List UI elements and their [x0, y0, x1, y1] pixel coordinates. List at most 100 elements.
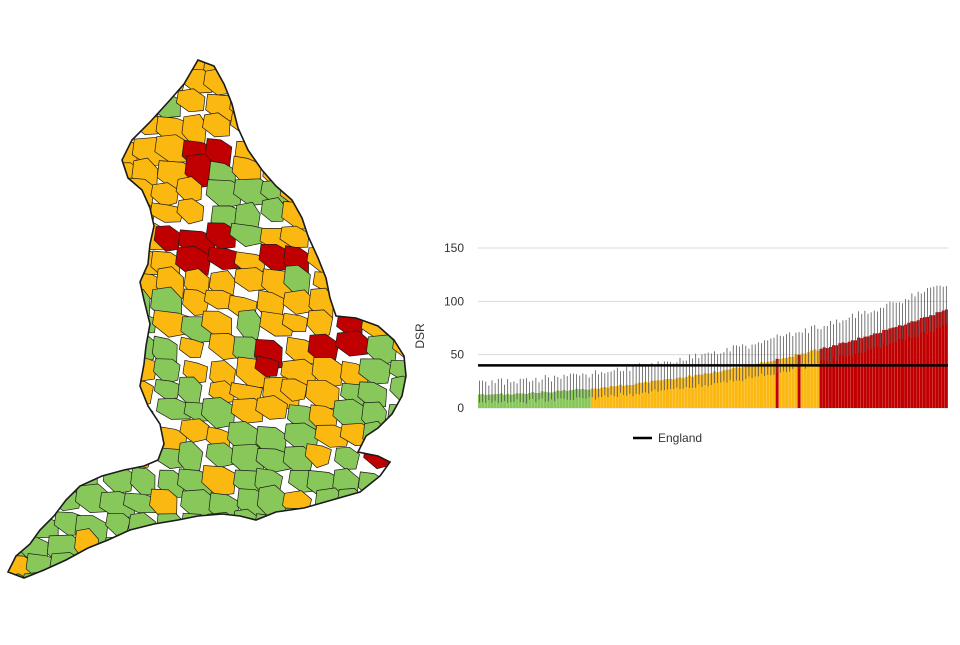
- map-region-345: [123, 492, 159, 514]
- map-region-44: [260, 94, 288, 123]
- map-region-59: [202, 112, 231, 138]
- map-region-278: [156, 397, 191, 420]
- map-region-47: [332, 92, 364, 124]
- bar-79: [725, 369, 729, 408]
- bar-104: [803, 353, 807, 408]
- map-region-357: [8, 509, 30, 534]
- map-region-49: [383, 93, 406, 114]
- bar-100: [791, 356, 795, 408]
- map-region-157: [105, 250, 136, 273]
- map-region-138: [49, 225, 80, 255]
- map-region-50: [411, 93, 420, 118]
- map-region-71: [71, 136, 98, 164]
- chart-svg: 0 50 100 150 DSR England: [413, 241, 948, 445]
- map-region-276: [100, 397, 135, 425]
- map-region-120: [27, 204, 67, 230]
- map-region-323: [8, 471, 37, 504]
- map-region-416: [210, 574, 240, 578]
- map-region-404: [333, 553, 361, 578]
- map-region-369: [312, 512, 347, 541]
- bar-105: [807, 352, 810, 408]
- map-region-238: [8, 358, 36, 386]
- bar-57: [656, 380, 660, 408]
- map-region-192: [125, 289, 151, 320]
- bar-51: [637, 382, 641, 408]
- map-region-136: [8, 223, 33, 249]
- map-region-68: [8, 136, 25, 168]
- bar-73: [706, 373, 710, 408]
- bar-110: [822, 347, 826, 408]
- map-region-340: [8, 488, 25, 522]
- map-region-255: [8, 378, 33, 408]
- map-region-293: [104, 425, 142, 448]
- map-region-173: [70, 273, 105, 302]
- map-region-122: [78, 203, 105, 227]
- bar-99: [788, 356, 792, 408]
- bar-115: [838, 343, 842, 408]
- bar-87: [750, 365, 754, 408]
- map-region-123: [98, 204, 129, 231]
- bar-145: [932, 315, 936, 408]
- map-region-261: [153, 379, 181, 400]
- map-region-137: [19, 224, 54, 251]
- map-region-200: [336, 286, 367, 318]
- map-region-167: [361, 246, 399, 279]
- bar-109: [819, 348, 823, 408]
- map-region-81: [335, 133, 368, 164]
- bar-31: [575, 388, 579, 408]
- map-region-355: [390, 492, 406, 520]
- map-region-381: [180, 536, 209, 570]
- map-region-126: [176, 198, 205, 225]
- bar-127: [875, 333, 879, 408]
- map-region-97: [305, 155, 333, 188]
- bar-143: [926, 316, 930, 408]
- bar-48: [628, 385, 632, 408]
- map-region-156: [80, 248, 111, 275]
- bar-113: [832, 345, 836, 408]
- map-region-18: [19, 74, 54, 104]
- map-region-402: [287, 552, 317, 578]
- map-region-106: [104, 180, 137, 208]
- map-region-108: [150, 182, 180, 208]
- map-region-383: [233, 530, 267, 564]
- map-region-144: [205, 222, 237, 250]
- map-region-14: [358, 60, 395, 69]
- map-region-11: [283, 60, 320, 79]
- bar-83: [738, 367, 742, 408]
- map-region-351: [282, 490, 312, 518]
- map-region-88: [77, 156, 113, 182]
- dsr-bar-chart: 0 50 100 150 DSR England: [400, 220, 960, 460]
- map-region-66: [390, 112, 406, 144]
- map-region-118: [409, 182, 420, 203]
- map-region-188: [20, 290, 50, 321]
- map-region-380: [149, 528, 184, 557]
- bar-128: [879, 332, 883, 408]
- map-region-114: [313, 182, 339, 211]
- bar-130: [885, 329, 889, 408]
- map-region-187: [8, 289, 23, 316]
- bar-66: [684, 377, 688, 408]
- map-regions: [8, 60, 420, 595]
- map-region-17: [8, 67, 29, 94]
- map-region-4: [102, 60, 129, 80]
- map-region-239: [27, 357, 61, 387]
- map-region-339: [419, 465, 420, 489]
- map-region-105: [78, 182, 105, 208]
- bar-146: [935, 312, 939, 408]
- map-region-38: [102, 94, 128, 121]
- bar-68: [691, 376, 695, 408]
- bar-3: [487, 394, 491, 408]
- bar-77: [719, 371, 723, 408]
- map-region-1: [22, 60, 59, 78]
- map-region-272: [8, 401, 26, 425]
- map-region-424: [416, 575, 420, 595]
- y-tick-label-150: 150: [444, 241, 464, 255]
- map-region-9: [226, 60, 257, 71]
- map-region-415: [180, 573, 214, 578]
- bar-88: [753, 364, 757, 408]
- bar-72: [703, 373, 707, 408]
- map-region-400: [231, 558, 262, 578]
- map-region-406: [388, 553, 406, 578]
- map-region-131: [309, 201, 336, 229]
- map-region-132: [337, 203, 372, 230]
